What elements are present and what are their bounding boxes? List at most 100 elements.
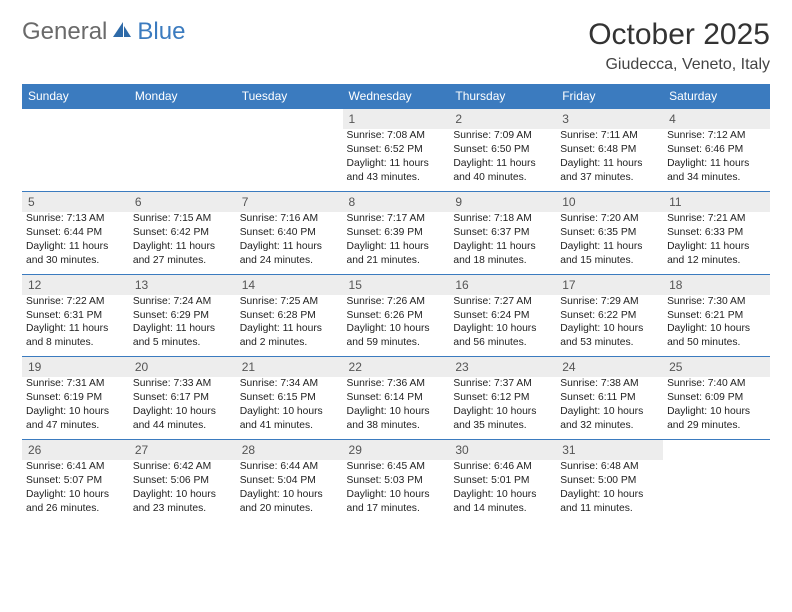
day-header: Sunday xyxy=(22,84,129,109)
day-detail-cell: Sunrise: 7:40 AMSunset: 6:09 PMDaylight:… xyxy=(663,377,770,439)
day-number-cell: 2 xyxy=(449,109,556,130)
day-detail-cell: Sunrise: 6:46 AMSunset: 5:01 PMDaylight:… xyxy=(449,460,556,522)
detail-line: Sunset: 6:50 PM xyxy=(453,143,552,157)
detail-line: and 2 minutes. xyxy=(240,336,339,350)
day-number-row: 567891011 xyxy=(22,191,770,212)
day-detail-cell: Sunrise: 7:20 AMSunset: 6:35 PMDaylight:… xyxy=(556,212,663,274)
day-detail-row: Sunrise: 6:41 AMSunset: 5:07 PMDaylight:… xyxy=(22,460,770,522)
detail-line: Sunrise: 6:44 AM xyxy=(240,460,339,474)
day-number-cell xyxy=(129,109,236,130)
detail-line: Sunrise: 7:13 AM xyxy=(26,212,125,226)
detail-line: Sunset: 5:04 PM xyxy=(240,474,339,488)
detail-line: Sunset: 6:39 PM xyxy=(347,226,446,240)
detail-line: Sunrise: 7:38 AM xyxy=(560,377,659,391)
day-number-cell: 11 xyxy=(663,191,770,212)
detail-line: Daylight: 11 hours xyxy=(560,240,659,254)
day-detail-cell xyxy=(236,129,343,191)
detail-line: Sunrise: 7:26 AM xyxy=(347,295,446,309)
day-header: Tuesday xyxy=(236,84,343,109)
detail-line: Daylight: 10 hours xyxy=(560,405,659,419)
day-number-row: 19202122232425 xyxy=(22,357,770,378)
detail-line: Sunset: 6:26 PM xyxy=(347,309,446,323)
calendar-table: Sunday Monday Tuesday Wednesday Thursday… xyxy=(22,84,770,522)
detail-line: Sunrise: 7:24 AM xyxy=(133,295,232,309)
detail-line: Sunrise: 7:33 AM xyxy=(133,377,232,391)
logo-sail-icon xyxy=(111,20,133,45)
detail-line: Sunrise: 7:21 AM xyxy=(667,212,766,226)
day-number-cell: 8 xyxy=(343,191,450,212)
detail-line: Sunset: 6:14 PM xyxy=(347,391,446,405)
day-number-cell: 21 xyxy=(236,357,343,378)
day-number-cell xyxy=(22,109,129,130)
detail-line: Daylight: 10 hours xyxy=(347,322,446,336)
day-detail-row: Sunrise: 7:08 AMSunset: 6:52 PMDaylight:… xyxy=(22,129,770,191)
detail-line: Sunrise: 6:41 AM xyxy=(26,460,125,474)
detail-line: Daylight: 10 hours xyxy=(453,488,552,502)
day-detail-cell: Sunrise: 7:12 AMSunset: 6:46 PMDaylight:… xyxy=(663,129,770,191)
day-number-cell: 17 xyxy=(556,274,663,295)
day-header-row: Sunday Monday Tuesday Wednesday Thursday… xyxy=(22,84,770,109)
detail-line: Daylight: 10 hours xyxy=(240,405,339,419)
detail-line: and 23 minutes. xyxy=(133,502,232,516)
day-number-cell: 30 xyxy=(449,440,556,461)
detail-line: Sunrise: 7:15 AM xyxy=(133,212,232,226)
day-number-cell: 26 xyxy=(22,440,129,461)
day-number-row: 12131415161718 xyxy=(22,274,770,295)
detail-line: and 27 minutes. xyxy=(133,254,232,268)
detail-line: Daylight: 11 hours xyxy=(240,322,339,336)
detail-line: and 21 minutes. xyxy=(347,254,446,268)
detail-line: Sunset: 6:22 PM xyxy=(560,309,659,323)
detail-line: and 26 minutes. xyxy=(26,502,125,516)
detail-line: Sunrise: 6:45 AM xyxy=(347,460,446,474)
day-detail-cell: Sunrise: 7:21 AMSunset: 6:33 PMDaylight:… xyxy=(663,212,770,274)
detail-line: Sunrise: 7:25 AM xyxy=(240,295,339,309)
day-number-cell: 5 xyxy=(22,191,129,212)
detail-line: and 50 minutes. xyxy=(667,336,766,350)
detail-line: Daylight: 10 hours xyxy=(667,405,766,419)
detail-line: Sunrise: 6:48 AM xyxy=(560,460,659,474)
day-number-cell: 12 xyxy=(22,274,129,295)
day-detail-cell: Sunrise: 7:11 AMSunset: 6:48 PMDaylight:… xyxy=(556,129,663,191)
detail-line: Sunrise: 7:31 AM xyxy=(26,377,125,391)
detail-line: and 35 minutes. xyxy=(453,419,552,433)
detail-line: Sunset: 6:42 PM xyxy=(133,226,232,240)
detail-line: Sunrise: 7:12 AM xyxy=(667,129,766,143)
day-detail-cell: Sunrise: 6:42 AMSunset: 5:06 PMDaylight:… xyxy=(129,460,236,522)
detail-line: Sunrise: 7:17 AM xyxy=(347,212,446,226)
detail-line: Daylight: 11 hours xyxy=(667,240,766,254)
detail-line: Sunrise: 7:30 AM xyxy=(667,295,766,309)
detail-line: and 44 minutes. xyxy=(133,419,232,433)
detail-line: Sunset: 6:48 PM xyxy=(560,143,659,157)
detail-line: Sunset: 6:31 PM xyxy=(26,309,125,323)
day-detail-cell: Sunrise: 7:24 AMSunset: 6:29 PMDaylight:… xyxy=(129,295,236,357)
detail-line: and 24 minutes. xyxy=(240,254,339,268)
detail-line: and 11 minutes. xyxy=(560,502,659,516)
day-number-cell: 25 xyxy=(663,357,770,378)
day-detail-cell: Sunrise: 7:22 AMSunset: 6:31 PMDaylight:… xyxy=(22,295,129,357)
detail-line: and 43 minutes. xyxy=(347,171,446,185)
location: Giudecca, Veneto, Italy xyxy=(588,56,770,74)
logo-general-text: General xyxy=(22,18,107,46)
day-detail-cell: Sunrise: 7:09 AMSunset: 6:50 PMDaylight:… xyxy=(449,129,556,191)
day-detail-cell: Sunrise: 6:45 AMSunset: 5:03 PMDaylight:… xyxy=(343,460,450,522)
detail-line: Sunrise: 7:22 AM xyxy=(26,295,125,309)
detail-line: Daylight: 11 hours xyxy=(240,240,339,254)
day-detail-cell: Sunrise: 7:16 AMSunset: 6:40 PMDaylight:… xyxy=(236,212,343,274)
day-detail-cell: Sunrise: 7:18 AMSunset: 6:37 PMDaylight:… xyxy=(449,212,556,274)
detail-line: Sunset: 6:21 PM xyxy=(667,309,766,323)
detail-line: Sunset: 5:00 PM xyxy=(560,474,659,488)
day-detail-cell: Sunrise: 6:41 AMSunset: 5:07 PMDaylight:… xyxy=(22,460,129,522)
detail-line: Sunrise: 7:37 AM xyxy=(453,377,552,391)
detail-line: Daylight: 10 hours xyxy=(240,488,339,502)
detail-line: Sunset: 6:09 PM xyxy=(667,391,766,405)
detail-line: Sunrise: 6:46 AM xyxy=(453,460,552,474)
day-detail-cell: Sunrise: 7:38 AMSunset: 6:11 PMDaylight:… xyxy=(556,377,663,439)
detail-line: Sunrise: 7:34 AM xyxy=(240,377,339,391)
day-detail-cell: Sunrise: 6:48 AMSunset: 5:00 PMDaylight:… xyxy=(556,460,663,522)
detail-line: and 17 minutes. xyxy=(347,502,446,516)
day-detail-cell xyxy=(129,129,236,191)
detail-line: and 38 minutes. xyxy=(347,419,446,433)
detail-line: Daylight: 11 hours xyxy=(347,240,446,254)
month-title: October 2025 xyxy=(588,18,770,52)
detail-line: Sunset: 6:29 PM xyxy=(133,309,232,323)
